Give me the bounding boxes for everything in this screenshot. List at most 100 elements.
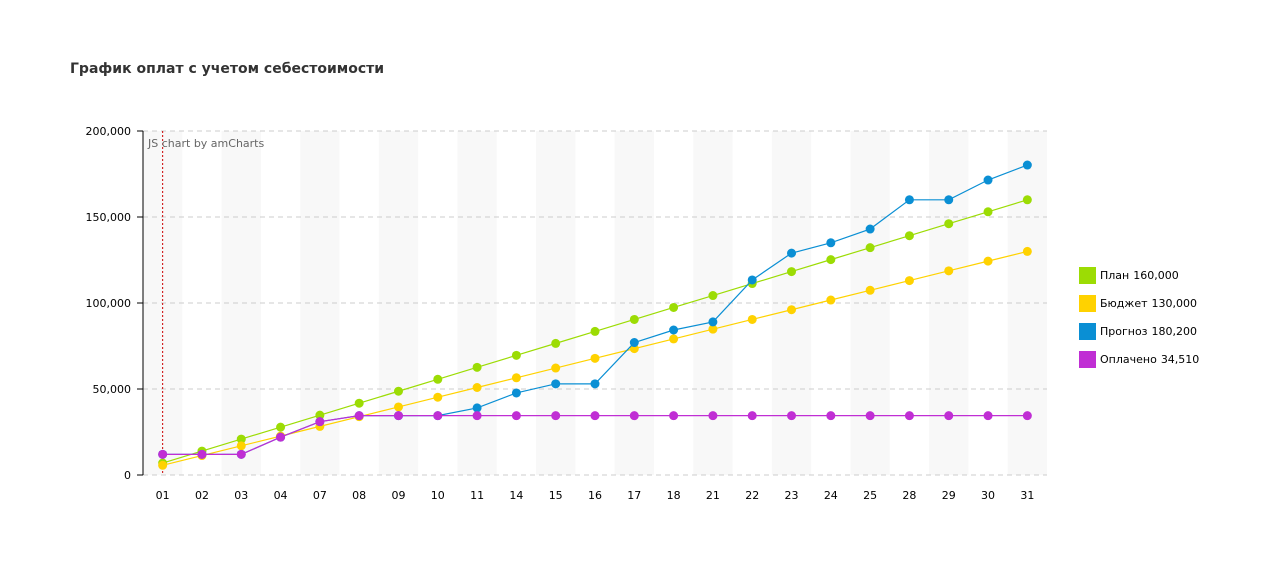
- legend-swatch: [1079, 266, 1096, 284]
- data-point: [393, 386, 403, 396]
- data-point: [747, 314, 757, 324]
- x-tick-label: 04: [274, 489, 288, 502]
- legend-label: Оплачено: [1100, 352, 1157, 366]
- data-point: [354, 411, 364, 421]
- x-tick-label: 15: [549, 489, 563, 502]
- legend-label: Прогноз: [1100, 324, 1148, 338]
- legend-value: 180,200: [1151, 324, 1198, 338]
- x-tick-label: 29: [942, 489, 956, 502]
- legend-value: 130,000: [1151, 296, 1198, 310]
- data-point: [983, 175, 993, 185]
- data-point: [787, 267, 797, 277]
- data-point: [433, 392, 443, 402]
- x-tick-label: 16: [588, 489, 602, 502]
- x-tick-label: 21: [706, 489, 720, 502]
- data-point: [1022, 246, 1032, 256]
- data-point: [511, 373, 521, 383]
- data-point: [236, 441, 246, 451]
- data-point: [944, 411, 954, 421]
- legend-item[interactable]: Оплачено 34,510: [1079, 345, 1199, 373]
- y-tick-label: 200,000: [86, 125, 132, 138]
- data-point: [904, 231, 914, 241]
- data-point: [669, 411, 679, 421]
- data-point: [511, 411, 521, 421]
- data-point: [944, 195, 954, 205]
- data-point: [354, 398, 364, 408]
- y-tick-label: 150,000: [86, 211, 132, 224]
- data-point: [393, 402, 403, 412]
- data-point: [511, 388, 521, 398]
- x-tick-label: 17: [627, 489, 641, 502]
- data-point: [433, 374, 443, 384]
- x-tick-label: 03: [234, 489, 248, 502]
- data-point: [983, 207, 993, 217]
- data-point: [590, 379, 600, 389]
- data-point: [629, 338, 639, 348]
- series-line-3: [162, 415, 1028, 455]
- x-tick-label: 23: [785, 489, 799, 502]
- data-point: [551, 379, 561, 389]
- data-point: [669, 334, 679, 344]
- x-tick-label: 07: [313, 489, 327, 502]
- legend-item[interactable]: Прогноз 180,200: [1079, 317, 1199, 345]
- y-tick-label: 100,000: [86, 297, 132, 310]
- data-point: [590, 411, 600, 421]
- x-tick-label: 01: [156, 489, 170, 502]
- legend: План 160,000 Бюджет 130,000 Прогноз 180,200 Оп…: [1079, 261, 1199, 373]
- data-point: [472, 411, 482, 421]
- data-point: [158, 449, 168, 459]
- data-point: [747, 275, 757, 285]
- data-point: [826, 295, 836, 305]
- legend-label: План: [1100, 268, 1130, 282]
- series-line-2: [162, 164, 1028, 455]
- data-point: [629, 314, 639, 324]
- legend-label: Бюджет: [1100, 296, 1148, 310]
- chart-title: График оплат с учетом себестоимости: [70, 61, 385, 77]
- data-point: [787, 248, 797, 258]
- x-tick-label: 02: [195, 489, 209, 502]
- data-point: [708, 317, 718, 327]
- x-tick-label: 08: [352, 489, 366, 502]
- data-point: [904, 276, 914, 286]
- x-tick-label: 30: [981, 489, 995, 502]
- data-point: [826, 411, 836, 421]
- data-point: [904, 195, 914, 205]
- x-tick-label: 14: [509, 489, 523, 502]
- data-point: [904, 411, 914, 421]
- legend-value: 34,510: [1160, 352, 1200, 366]
- data-point: [276, 432, 286, 442]
- x-tick-label: 25: [863, 489, 877, 502]
- data-point: [787, 411, 797, 421]
- data-point: [983, 256, 993, 266]
- data-point: [511, 350, 521, 360]
- legend-item[interactable]: План 160,000: [1079, 261, 1199, 289]
- data-point: [1022, 160, 1032, 170]
- x-tick-label: 31: [1020, 489, 1034, 502]
- data-point: [551, 338, 561, 348]
- data-point: [276, 422, 286, 432]
- x-tick-label: 22: [745, 489, 759, 502]
- x-tick-label: 18: [667, 489, 681, 502]
- legend-value: 160,000: [1133, 268, 1179, 282]
- data-point: [472, 383, 482, 393]
- data-point: [826, 255, 836, 265]
- data-point: [551, 363, 561, 373]
- data-point: [865, 411, 875, 421]
- data-point: [865, 243, 875, 253]
- data-point: [944, 219, 954, 229]
- data-point: [708, 411, 718, 421]
- legend-item[interactable]: Бюджет 130,000: [1079, 289, 1199, 317]
- data-point: [708, 291, 718, 301]
- data-point: [865, 285, 875, 295]
- data-point: [197, 449, 207, 459]
- legend-swatch: [1079, 294, 1096, 312]
- data-point: [236, 434, 246, 444]
- data-point: [315, 417, 325, 427]
- x-tick-label: 10: [431, 489, 445, 502]
- data-point: [315, 410, 325, 420]
- data-point: [669, 302, 679, 312]
- x-tick-label: 28: [902, 489, 916, 502]
- legend-swatch: [1079, 350, 1096, 368]
